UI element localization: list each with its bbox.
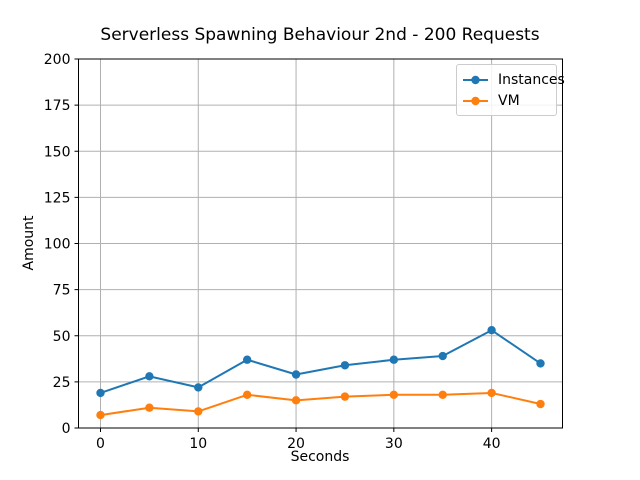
svg-text:0: 0 <box>62 421 71 437</box>
svg-text:75: 75 <box>53 283 71 299</box>
svg-text:25: 25 <box>53 375 71 391</box>
svg-text:50: 50 <box>53 329 71 345</box>
chart-title: Serverless Spawning Behaviour 2nd - 200 … <box>100 25 540 45</box>
legend-swatch-vm-icon <box>463 96 488 105</box>
svg-text:150: 150 <box>44 144 71 160</box>
legend-swatch-instances-icon <box>463 75 488 84</box>
svg-text:125: 125 <box>44 190 71 206</box>
y-axis-label: Amount <box>21 215 37 271</box>
legend: Instances VM <box>456 64 565 116</box>
svg-text:200: 200 <box>44 52 71 68</box>
svg-text:100: 100 <box>44 237 71 253</box>
svg-text:20: 20 <box>287 436 305 452</box>
svg-text:40: 40 <box>483 436 501 452</box>
legend-label-vm: VM <box>498 92 520 109</box>
legend-row-instances: Instances <box>462 69 565 90</box>
svg-text:0: 0 <box>96 436 105 452</box>
svg-text:175: 175 <box>44 98 71 114</box>
legend-row-vm: VM <box>462 90 550 111</box>
legend-label-instances: Instances <box>498 71 565 88</box>
svg-text:10: 10 <box>189 436 207 452</box>
svg-text:30: 30 <box>385 436 403 452</box>
x-axis-label: Seconds <box>290 449 350 465</box>
